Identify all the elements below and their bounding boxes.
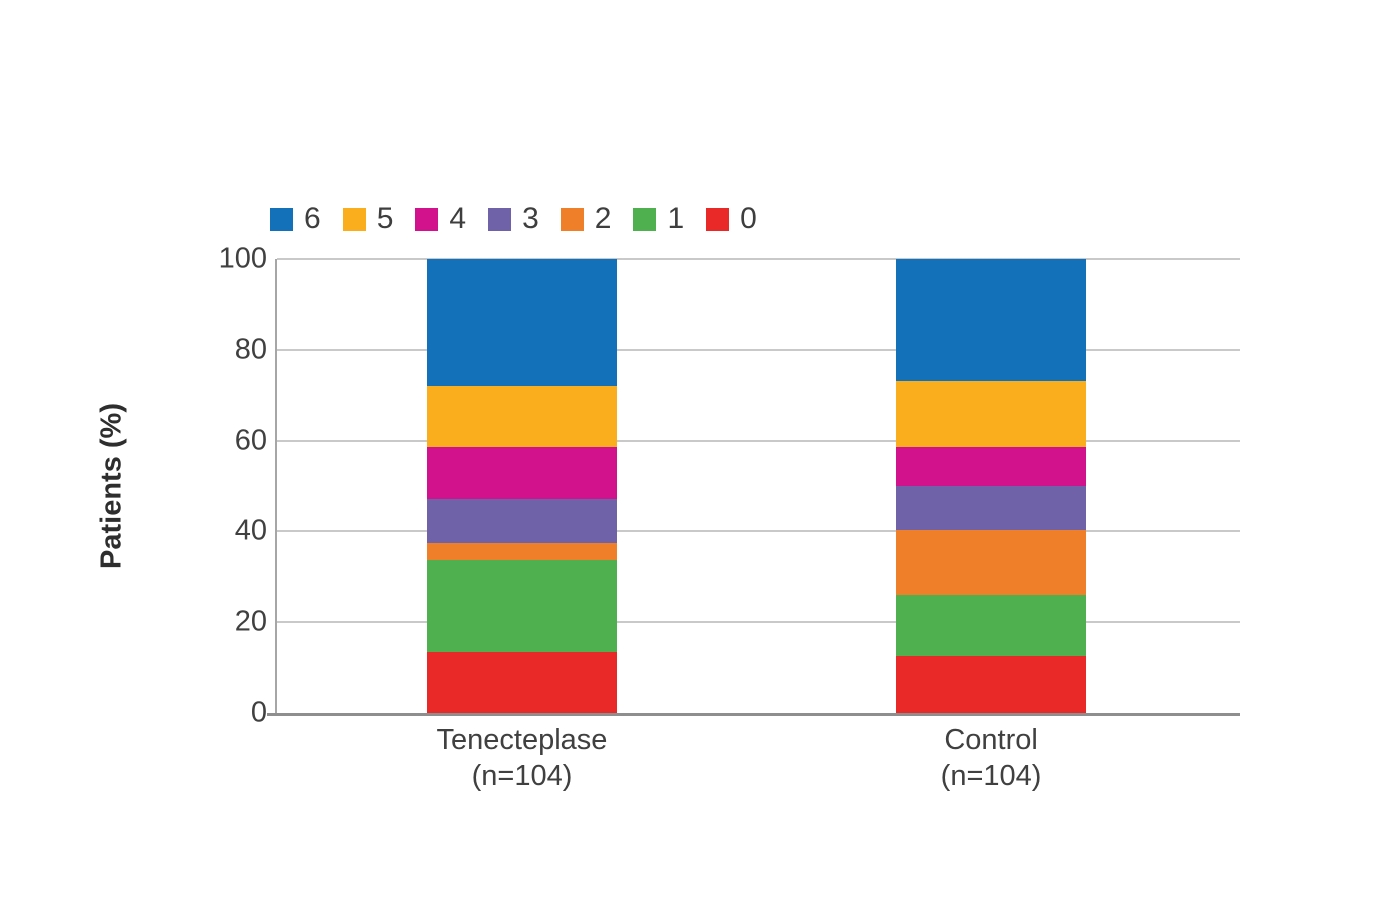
legend-swatch-icon [633, 207, 657, 231]
y-axis-title: Patients (%) [95, 403, 128, 569]
legend-label: 0 [740, 202, 757, 235]
legend-label: 5 [376, 202, 394, 235]
legend-item-0: 0 [706, 204, 757, 234]
bar-segment-control-mrs1 [896, 594, 1087, 657]
y-axis-line [275, 259, 277, 713]
y-tick-label-40: 40 [234, 514, 267, 547]
x-category-label-control: Control (n=104) [831, 722, 1151, 794]
bar-segment-tenecteplase-mrs2 [426, 542, 617, 561]
legend-label: 4 [449, 202, 467, 235]
x-category-name: Tenecteplase [436, 724, 608, 756]
bar-segment-tenecteplase-mrs5 [426, 385, 617, 447]
bar-segment-tenecteplase-mrs1 [426, 560, 617, 652]
bar-segment-tenecteplase-mrs6 [426, 259, 617, 386]
legend-label: 2 [594, 202, 612, 235]
bar-segment-control-mrs2 [896, 529, 1087, 595]
gridline-100 [277, 258, 1240, 260]
y-tick-label-0: 0 [250, 696, 267, 729]
bar-segment-tenecteplase-mrs3 [426, 499, 617, 543]
bar-segment-control-mrs0 [896, 656, 1087, 713]
y-tick-label-80: 80 [234, 333, 267, 366]
y-tick-label-100: 100 [218, 242, 267, 275]
legend-label: 3 [522, 202, 539, 235]
legend-item-6: 6 [270, 204, 321, 234]
legend-label: 6 [304, 202, 321, 235]
y-tick-label-60: 60 [234, 424, 267, 457]
legend-swatch-icon [706, 207, 730, 231]
plot-area [267, 258, 1240, 716]
bar-segment-control-mrs6 [896, 259, 1087, 382]
x-category-label-tenecteplase: Tenecteplase (n=104) [362, 722, 682, 794]
legend-item-3: 3 [488, 204, 539, 234]
legend-label: 1 [667, 202, 685, 235]
x-category-n: (n=104) [940, 760, 1042, 792]
legend-item-1: 1 [633, 204, 684, 234]
y-tick-label-20: 20 [234, 605, 267, 638]
bar-segment-control-mrs4 [896, 446, 1087, 487]
legend-swatch-icon [415, 207, 439, 231]
bar-segment-tenecteplase-mrs0 [426, 651, 617, 713]
gridline-40 [277, 530, 1240, 533]
legend-swatch-icon [560, 207, 584, 231]
gridline-60 [277, 439, 1240, 442]
bar-segment-tenecteplase-mrs4 [426, 446, 617, 500]
legend-item-5: 5 [342, 202, 394, 235]
chart-legend: 6 5 4 3 2 1 0 [270, 204, 757, 234]
stacked-bar-tenecteplase [426, 259, 617, 713]
gridline-80 [277, 348, 1240, 351]
legend-item-2: 2 [560, 202, 612, 235]
bar-segment-control-mrs3 [896, 486, 1087, 530]
x-category-name: Control [944, 724, 1038, 756]
gridline-20 [277, 621, 1240, 624]
legend-item-4: 4 [415, 204, 466, 234]
bar-segment-control-mrs5 [896, 381, 1087, 447]
legend-swatch-icon [270, 207, 293, 231]
x-category-n: (n=104) [471, 760, 573, 792]
x-axis-line [267, 713, 1240, 716]
legend-swatch-icon [342, 207, 366, 231]
legend-swatch-icon [488, 207, 512, 231]
stacked-bar-control [896, 259, 1087, 713]
